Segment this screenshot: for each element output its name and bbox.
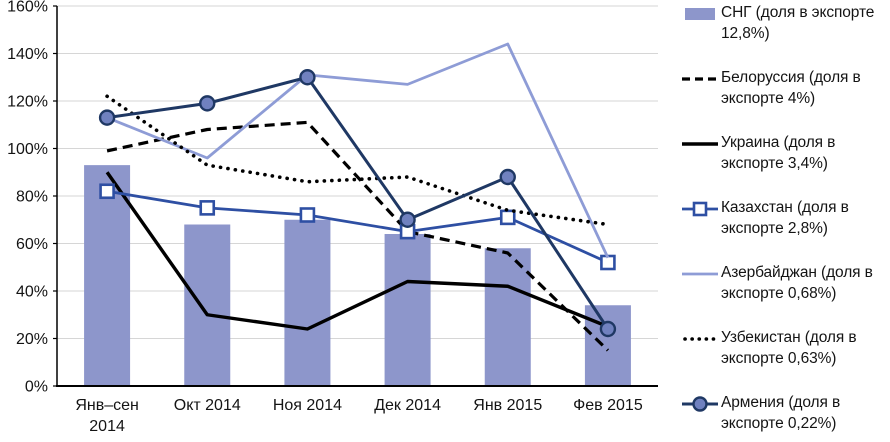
bar-sng — [484, 248, 531, 386]
marker-square-kazakhstan — [600, 254, 616, 271]
y-axis-tick-label: 0% — [25, 379, 48, 396]
legend-label-ukraina: Украина (доля в экспорте 3,4%) — [721, 134, 836, 172]
legend-marker-ukraina-icon — [681, 135, 721, 158]
legend-marker-armenia-icon — [681, 395, 721, 418]
legend-label-uzbekistan: Узбекистан (доля в экспорте 0,63%) — [721, 329, 857, 367]
legend-marker-sng-icon — [681, 5, 721, 28]
y-axis-tick-label: 60% — [16, 236, 48, 253]
y-axis-tick-label: 120% — [7, 94, 48, 111]
legend-item-kazakhstan: Казахстан (доля в экспорте 2,8%) — [681, 197, 889, 239]
line-series-ukraina — [105, 171, 609, 331]
marker-circle-armenia — [399, 211, 416, 228]
line-series-kazakhstan — [106, 189, 609, 264]
y-axis-tick-label: 20% — [16, 331, 48, 348]
bar-sng — [184, 224, 231, 386]
legend-label-sng: СНГ (доля в экспорте 12,8%) — [721, 4, 875, 42]
bar-sng — [584, 305, 631, 386]
legend-item-armenia: Армения (доля в экспорте 0,22%) — [681, 392, 889, 434]
x-axis-label: Окт 2014 — [174, 397, 241, 414]
x-axis-label: Ноя 2014 — [273, 397, 342, 414]
marker-square-kazakhstan — [299, 207, 316, 223]
legend-label-kazakhstan: Казахстан (доля в экспорте 2,8%) — [721, 199, 849, 237]
x-axis-label: Янв–сен 2014 — [75, 397, 139, 435]
y-axis-tick-label: 140% — [7, 46, 48, 63]
legend-item-belorussia: Белоруссия (доля в экспорте 4%) — [681, 67, 889, 109]
y-axis-tick-label: 40% — [16, 284, 48, 301]
y-axis-tick-label: 160% — [7, 0, 48, 16]
legend-item-ukraina: Украина (доля в экспорте 3,4%) — [681, 132, 889, 174]
marker-square-kazakhstan — [199, 200, 216, 216]
marker-square-kazakhstan — [99, 183, 115, 200]
line-series-belorussia — [106, 120, 610, 352]
x-axis-label: Дек 2014 — [374, 397, 441, 414]
y-axis-tick-label: 80% — [16, 189, 48, 206]
line-series-armenia — [106, 75, 610, 330]
marker-circle-armenia — [599, 320, 617, 338]
marker-circle-armenia — [499, 168, 516, 186]
bar-sng — [384, 234, 431, 386]
legend-item-sng: СНГ (доля в экспорте 12,8%) — [681, 2, 889, 44]
marker-circle-armenia — [199, 95, 216, 112]
x-axis-label: Янв 2015 — [473, 397, 542, 414]
legend-marker-uzbekistan-icon — [681, 330, 721, 353]
y-axis-tick-label: 100% — [7, 141, 48, 158]
legend-item-azerbaijan: Азербайджан (доля в экспорте 0,68%) — [681, 262, 889, 304]
chart-legend: СНГ (доля в экспорте 12,8%) Белоруссия (д… — [681, 2, 889, 442]
legend-marker-azerbaijan-icon — [681, 265, 721, 288]
line-series-uzbekistan — [105, 94, 610, 227]
marker-circle-armenia — [299, 69, 316, 86]
bar-sng — [284, 219, 331, 386]
marker-circle-armenia — [98, 109, 116, 126]
legend-label-belorussia: Белоруссия (доля в экспорте 4%) — [721, 69, 861, 107]
legend-marker-kazakhstan-icon — [681, 200, 721, 223]
x-axis-label: Фев 2015 — [573, 397, 643, 414]
legend-label-armenia: Армения (доля в экспорте 0,22%) — [721, 394, 841, 432]
marker-square-kazakhstan — [499, 209, 516, 226]
line-series-azerbaijan — [106, 42, 610, 259]
legend-marker-belorussia-icon — [681, 70, 721, 93]
legend-label-azerbaijan: Азербайджан (доля в экспорте 0,68%) — [721, 264, 873, 302]
bar-sng — [84, 165, 131, 386]
legend-item-uzbekistan: Узбекистан (доля в экспорте 0,63%) — [681, 327, 889, 369]
